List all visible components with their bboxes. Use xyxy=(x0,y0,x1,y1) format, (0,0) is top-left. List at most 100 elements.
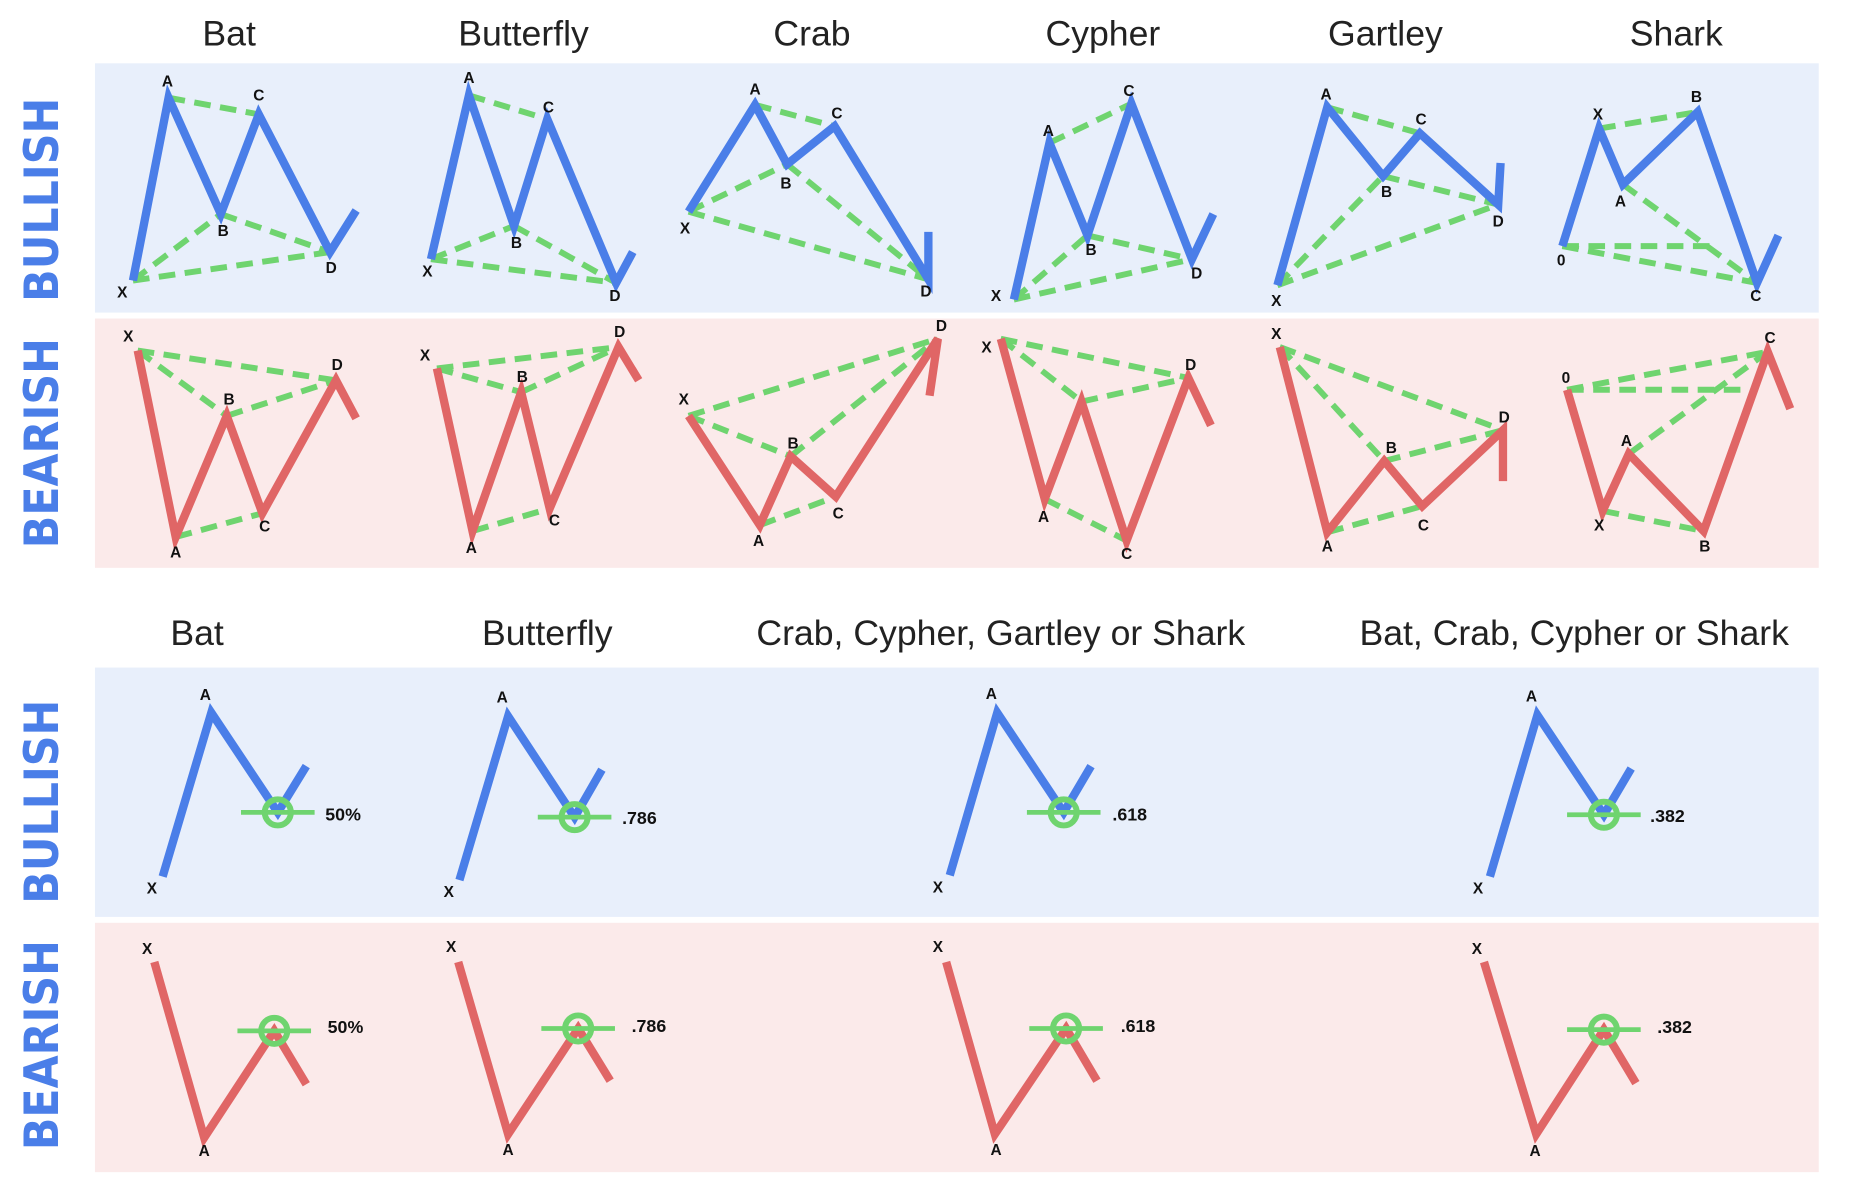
point-label: X xyxy=(420,348,431,365)
point-label: C xyxy=(259,519,270,536)
column-title: Bat xyxy=(202,13,256,53)
guide-line xyxy=(225,377,337,419)
row-label: BULLISH xyxy=(15,98,70,302)
point-label: B xyxy=(1085,242,1096,259)
column-title: Cypher xyxy=(1045,13,1160,53)
ratio-label: 50% xyxy=(328,1017,364,1037)
guide-line xyxy=(436,344,619,372)
point-label: D xyxy=(1185,357,1196,374)
guide-line xyxy=(1566,348,1769,393)
point-label: B xyxy=(511,235,522,252)
ratio-label: .618 xyxy=(1112,805,1147,825)
pattern-line xyxy=(1273,98,1505,287)
guide-line xyxy=(754,101,836,130)
column-title: Bat xyxy=(170,613,224,653)
guide-line xyxy=(168,94,260,118)
pattern-line xyxy=(685,336,942,534)
guide-line xyxy=(785,161,931,282)
guide-line xyxy=(132,249,331,284)
pattern-line xyxy=(942,960,1101,1144)
level-marker xyxy=(258,1014,291,1047)
pattern-line xyxy=(158,703,310,878)
pattern-line xyxy=(432,337,643,547)
guide-line xyxy=(788,336,940,459)
column-title: Bat, Crab, Cypher or Shark xyxy=(1359,613,1789,653)
level-marker xyxy=(1047,796,1080,829)
point-label: C xyxy=(1418,517,1429,534)
point-label: A xyxy=(463,70,474,87)
point-label: X xyxy=(1271,293,1282,310)
pattern-line xyxy=(150,960,310,1148)
bullish-band xyxy=(94,667,1819,917)
point-label: A xyxy=(986,686,997,703)
column-title: Shark xyxy=(1630,13,1723,53)
point-label: X xyxy=(142,941,153,958)
pattern-line xyxy=(1558,104,1783,295)
point-label: A xyxy=(753,533,764,550)
column-title: Gartley xyxy=(1328,13,1443,53)
point-label: A xyxy=(1038,509,1049,526)
point-label: C xyxy=(831,105,842,122)
bearish-band xyxy=(94,318,1819,568)
point-label: C xyxy=(549,513,560,530)
point-label: B xyxy=(218,223,229,240)
point-label: D xyxy=(326,260,337,277)
guide-line xyxy=(687,335,939,419)
point-label: A xyxy=(1529,1143,1540,1160)
guide-line xyxy=(1013,256,1193,303)
guide-line xyxy=(1382,173,1499,208)
point-label: B xyxy=(224,392,235,409)
bullish-band xyxy=(94,63,1819,313)
level-marker xyxy=(562,1012,595,1045)
guide-line xyxy=(687,208,930,283)
pattern-line xyxy=(455,706,606,882)
pattern-line xyxy=(996,337,1215,554)
point-label: B xyxy=(780,175,791,192)
point-label: A xyxy=(162,73,173,90)
point-label: B xyxy=(1386,440,1397,457)
level-marker xyxy=(261,796,294,829)
point-label: B xyxy=(517,369,528,386)
point-label: X xyxy=(933,939,944,956)
column-title: Butterfly xyxy=(482,613,613,653)
pattern-line xyxy=(426,80,637,293)
guide-line xyxy=(1276,201,1500,289)
guide-line xyxy=(219,211,332,255)
point-label: B xyxy=(1699,539,1710,556)
guide-line xyxy=(1011,233,1090,302)
point-label: X xyxy=(981,339,992,356)
ratio-label: .618 xyxy=(1121,1016,1156,1036)
guide-line xyxy=(471,505,551,534)
guide-line xyxy=(174,510,264,540)
point-label: A xyxy=(200,687,211,704)
guide-line xyxy=(1561,243,1758,286)
guide-line xyxy=(468,92,549,122)
point-label: D xyxy=(614,324,625,341)
point-label: C xyxy=(253,88,264,105)
point-label: C xyxy=(1123,83,1134,100)
point-label: X xyxy=(444,884,455,901)
point-label: 0 xyxy=(1562,370,1571,387)
point-label: A xyxy=(170,545,181,562)
guide-line xyxy=(1000,335,1189,381)
guide-line xyxy=(1383,427,1504,464)
point-label: A xyxy=(199,1143,210,1160)
guide-line xyxy=(758,493,837,528)
point-label: A xyxy=(1043,123,1054,140)
level-marker xyxy=(1587,798,1620,831)
pattern-line xyxy=(128,84,360,282)
guide-line xyxy=(687,413,792,460)
point-label: X xyxy=(1473,881,1484,898)
point-label: D xyxy=(920,284,931,301)
level-marker xyxy=(558,801,591,834)
pattern-line xyxy=(1485,705,1635,878)
guide-line xyxy=(430,256,617,286)
guide-line xyxy=(512,223,618,286)
point-label: X xyxy=(1271,326,1282,343)
ratio-label: .382 xyxy=(1657,1017,1692,1037)
point-label: X xyxy=(123,329,134,346)
point-label: A xyxy=(1321,86,1332,103)
point-label: A xyxy=(1526,688,1537,705)
guide-line xyxy=(1621,181,1759,286)
